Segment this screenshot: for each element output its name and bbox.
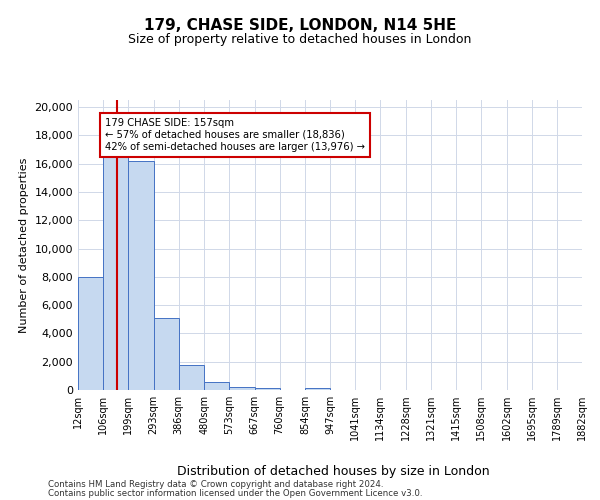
Text: Distribution of detached houses by size in London: Distribution of detached houses by size … bbox=[176, 464, 490, 477]
Bar bbox=[78, 277, 103, 390]
Bar bbox=[204, 382, 229, 390]
Bar bbox=[229, 386, 254, 390]
Bar bbox=[128, 161, 154, 390]
Bar bbox=[305, 388, 330, 390]
Bar bbox=[254, 388, 280, 390]
Bar bbox=[103, 156, 128, 390]
Text: Contains public sector information licensed under the Open Government Licence v3: Contains public sector information licen… bbox=[48, 488, 422, 498]
Y-axis label: Number of detached properties: Number of detached properties bbox=[19, 158, 29, 332]
Text: Contains HM Land Registry data © Crown copyright and database right 2024.: Contains HM Land Registry data © Crown c… bbox=[48, 480, 383, 489]
Bar bbox=[179, 365, 204, 390]
Text: 179 CHASE SIDE: 157sqm
← 57% of detached houses are smaller (18,836)
42% of semi: 179 CHASE SIDE: 157sqm ← 57% of detached… bbox=[106, 118, 365, 152]
Text: Size of property relative to detached houses in London: Size of property relative to detached ho… bbox=[128, 32, 472, 46]
Bar bbox=[154, 318, 179, 390]
Text: 179, CHASE SIDE, LONDON, N14 5HE: 179, CHASE SIDE, LONDON, N14 5HE bbox=[144, 18, 456, 32]
